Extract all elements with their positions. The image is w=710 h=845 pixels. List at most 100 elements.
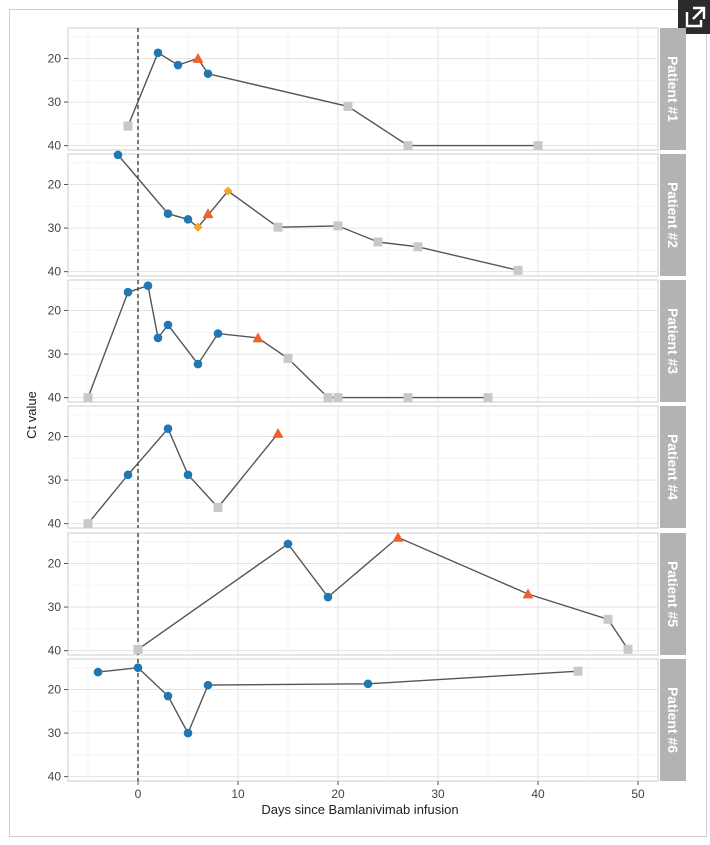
data-point-square: [133, 644, 143, 654]
data-point-circle: [193, 359, 203, 369]
facet-strip: [660, 28, 686, 150]
panel-background: [67, 405, 659, 529]
data-point-circle: [133, 663, 143, 673]
data-point-square: [213, 503, 223, 513]
facet-strip: [660, 406, 686, 528]
data-point-circle: [143, 281, 153, 290]
facet-strip-label: Patient #4: [665, 434, 681, 500]
data-point-triangle: [252, 332, 264, 343]
y-tick-label: 20: [48, 557, 62, 571]
series-line: [87, 427, 279, 525]
facet-panel: 20 30 40 Patient #2: [48, 150, 686, 279]
data-point-square: [323, 393, 333, 403]
panel-background: [67, 279, 659, 403]
data-point-circle: [123, 287, 133, 297]
data-point-square: [273, 222, 283, 232]
data-point-circle: [113, 150, 123, 160]
data-point-triangle: [192, 53, 204, 63]
y-tick-label: 40: [48, 139, 62, 153]
facet-panel: 20 30 40 Patient #6: [48, 658, 686, 784]
grid-lines: [68, 406, 658, 528]
grid-lines: [68, 533, 658, 655]
facet-strip: [660, 659, 686, 781]
y-tick-label: 30: [48, 473, 62, 487]
data-point-triangle: [202, 208, 214, 219]
data-point-square: [83, 393, 93, 403]
y-tick-label: 30: [48, 600, 62, 614]
x-axis-title: Days since Bamlanivimab infusion: [261, 802, 458, 817]
y-tick-label: 30: [48, 347, 62, 361]
facet-strip: [660, 280, 686, 402]
facet-panel: 20 30 40 Patient #5: [48, 531, 686, 658]
y-tick-label: 20: [48, 178, 62, 192]
y-tick-label: 40: [48, 391, 62, 405]
data-point-square: [283, 353, 293, 363]
data-point-triangle: [272, 427, 284, 438]
data-point-circle: [173, 60, 183, 70]
y-tick-label: 30: [48, 726, 62, 740]
data-point-circle: [183, 728, 193, 738]
facet-strip-label: Patient #2: [665, 182, 681, 248]
y-tick-label: 40: [48, 770, 62, 784]
grid-lines: [68, 28, 658, 150]
facet-strip-label: Patient #3: [665, 308, 681, 374]
facet-strip-label: Patient #5: [665, 561, 681, 627]
data-point-circle: [163, 209, 173, 218]
data-point-circle: [283, 539, 293, 549]
data-point-square: [573, 666, 583, 676]
data-point-square: [513, 265, 523, 275]
data-point-diamond: [223, 186, 233, 196]
grid-lines: [68, 659, 658, 781]
data-point-circle: [163, 691, 173, 701]
facet-panel: 20 30 40 Patient #3: [48, 279, 686, 405]
data-point-square: [123, 121, 133, 131]
data-point-circle: [153, 48, 163, 58]
data-point-circle: [183, 470, 193, 480]
data-point-square: [413, 242, 423, 252]
data-point-circle: [163, 320, 173, 330]
y-tick-label: 20: [48, 683, 62, 697]
data-point-circle: [323, 592, 333, 602]
y-tick-label: 20: [48, 430, 62, 444]
x-tick-label: 50: [631, 787, 645, 801]
data-point-square: [603, 614, 613, 624]
data-point-circle: [203, 680, 213, 690]
data-point-triangle: [522, 588, 534, 599]
data-point-circle: [213, 329, 223, 338]
data-point-square: [373, 237, 383, 247]
series-line: [117, 154, 519, 271]
y-tick-label: 40: [48, 644, 62, 658]
y-axis-title: Ct value: [24, 391, 39, 439]
data-point-triangle: [392, 531, 404, 542]
y-tick-label: 20: [48, 304, 62, 318]
data-point-square: [623, 644, 633, 654]
facet-strip: [660, 533, 686, 655]
data-point-circle: [363, 679, 373, 689]
grid-lines: [68, 154, 658, 276]
y-tick-label: 30: [48, 221, 62, 235]
y-tick-label: 20: [48, 52, 62, 66]
facet-strip-label: Patient #1: [665, 56, 681, 122]
y-tick-label: 40: [48, 517, 62, 531]
panel-background: [67, 658, 659, 782]
x-tick-label: 0: [135, 787, 142, 801]
y-tick-label: 30: [48, 95, 62, 109]
data-point-square: [403, 141, 413, 151]
data-point-circle: [153, 333, 163, 343]
data-point-circle: [93, 667, 103, 677]
y-tick-label: 40: [48, 265, 62, 279]
facet-strip-label: Patient #6: [665, 687, 681, 753]
data-point-square: [533, 141, 543, 151]
panel-background: [67, 27, 659, 151]
data-point-circle: [183, 215, 193, 224]
data-point-circle: [123, 470, 133, 480]
data-point-circle: [203, 69, 213, 79]
x-tick-label: 10: [231, 787, 245, 801]
x-axis: 0 10 20 30 40 50: [135, 781, 645, 801]
data-point-square: [333, 221, 343, 231]
data-point-square: [483, 393, 493, 403]
x-tick-label: 40: [531, 787, 545, 801]
data-point-square: [343, 101, 353, 111]
x-tick-label: 30: [431, 787, 445, 801]
